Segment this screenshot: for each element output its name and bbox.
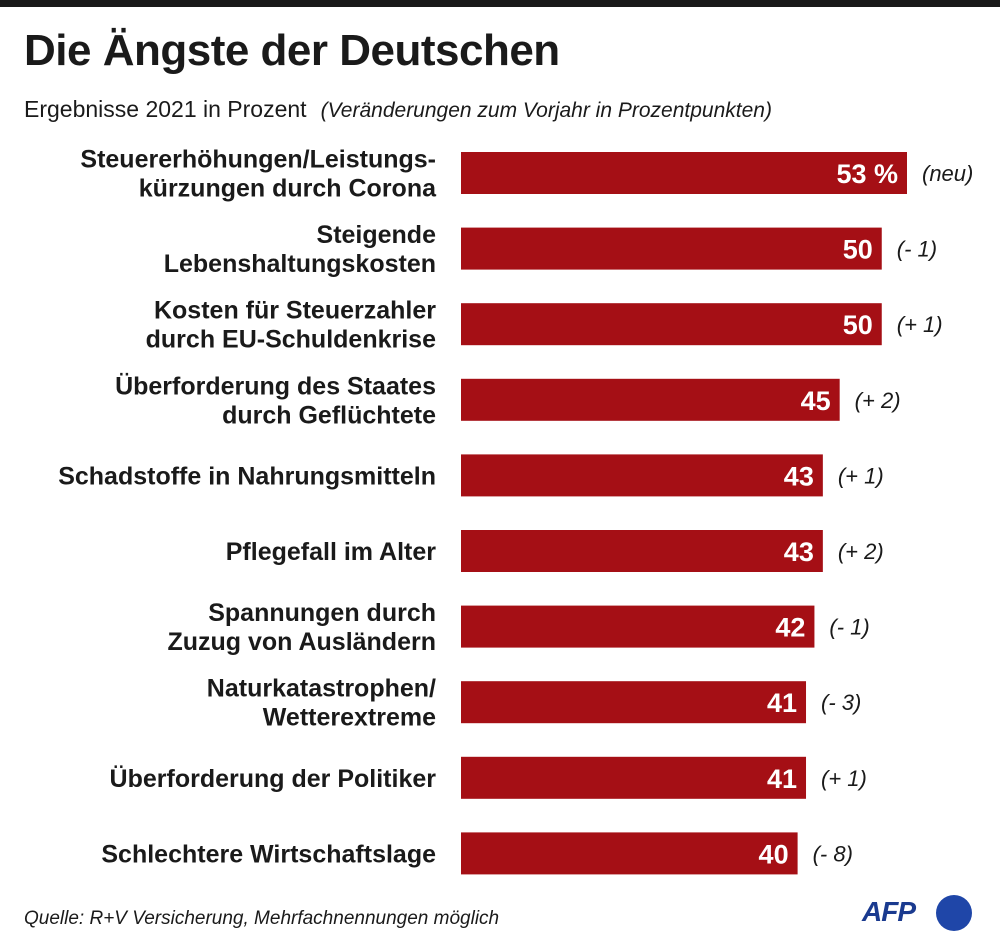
afp-logo: AFP — [862, 893, 978, 935]
category-label: Pflegefall im Alter — [226, 538, 437, 566]
change-label: (+ 1) — [838, 463, 884, 488]
category-label: kürzungen durch Corona — [139, 175, 437, 203]
category-label: durch Geflüchtete — [222, 401, 436, 429]
bar — [461, 756, 807, 799]
change-label: (- 1) — [829, 615, 869, 640]
category-label: Zuzug von Ausländern — [167, 628, 436, 656]
bar-value-label: 50 — [843, 310, 873, 340]
afp-logo-dot-icon — [936, 895, 972, 931]
category-label: Spannungen durch — [208, 599, 436, 627]
chart-subtitle: Ergebnisse 2021 in Prozent (Veränderungen… — [24, 96, 772, 123]
bar-value-label: 45 — [801, 386, 831, 416]
category-label: Steuererhöhungen/Leistungs- — [80, 146, 436, 174]
top-rule — [0, 0, 1000, 7]
category-label: Steigende — [317, 221, 437, 249]
bar — [461, 152, 907, 194]
logo-text: AFP — [862, 896, 916, 927]
bar — [461, 832, 798, 875]
change-label: (+ 2) — [838, 539, 884, 564]
bar-value-label: 43 — [784, 537, 814, 567]
bar-value-label: 42 — [775, 613, 805, 643]
category-label: Naturkatastrophen/ — [207, 675, 436, 703]
change-label: (- 8) — [813, 841, 853, 866]
change-label: (+ 1) — [897, 312, 943, 337]
category-label: Schadstoffe in Nahrungsmitteln — [58, 462, 436, 490]
category-label: Schlechtere Wirtschaftslage — [101, 840, 436, 868]
bar — [461, 605, 815, 648]
category-label: Überforderung der Politiker — [110, 764, 437, 793]
source-note: Quelle: R+V Versicherung, Mehrfachnennun… — [24, 908, 500, 929]
change-label: (- 1) — [897, 237, 937, 262]
bar — [461, 227, 882, 270]
category-label: Lebenshaltungskosten — [164, 250, 436, 278]
bar — [461, 303, 882, 346]
category-label: Kosten für Steuerzahler — [154, 297, 436, 325]
bar-value-label: 40 — [759, 839, 789, 869]
bar — [461, 681, 807, 724]
bar-value-label: 41 — [767, 764, 797, 794]
change-label: (+ 2) — [855, 388, 901, 413]
bar — [461, 530, 823, 572]
bar-value-label: 41 — [767, 688, 797, 718]
change-label: (- 3) — [821, 690, 861, 715]
change-label: (neu) — [922, 161, 973, 186]
category-label: durch EU-Schuldenkrise — [146, 326, 436, 354]
bar-value-label: 50 — [843, 235, 873, 265]
bar-value-label: 43 — [784, 461, 814, 491]
chart-title: Die Ängste der Deutschen — [24, 26, 560, 75]
subtitle-note: (Veränderungen zum Vorjahr in Prozentpun… — [320, 99, 772, 122]
category-label: Wetterextreme — [263, 704, 436, 732]
bar — [461, 454, 823, 497]
bar — [461, 378, 840, 421]
change-label: (+ 1) — [821, 766, 867, 791]
category-label: Überforderung des Staates — [115, 371, 436, 400]
subtitle-text: Ergebnisse 2021 in Prozent — [24, 96, 307, 122]
bar-value-label: 53 % — [836, 159, 898, 189]
